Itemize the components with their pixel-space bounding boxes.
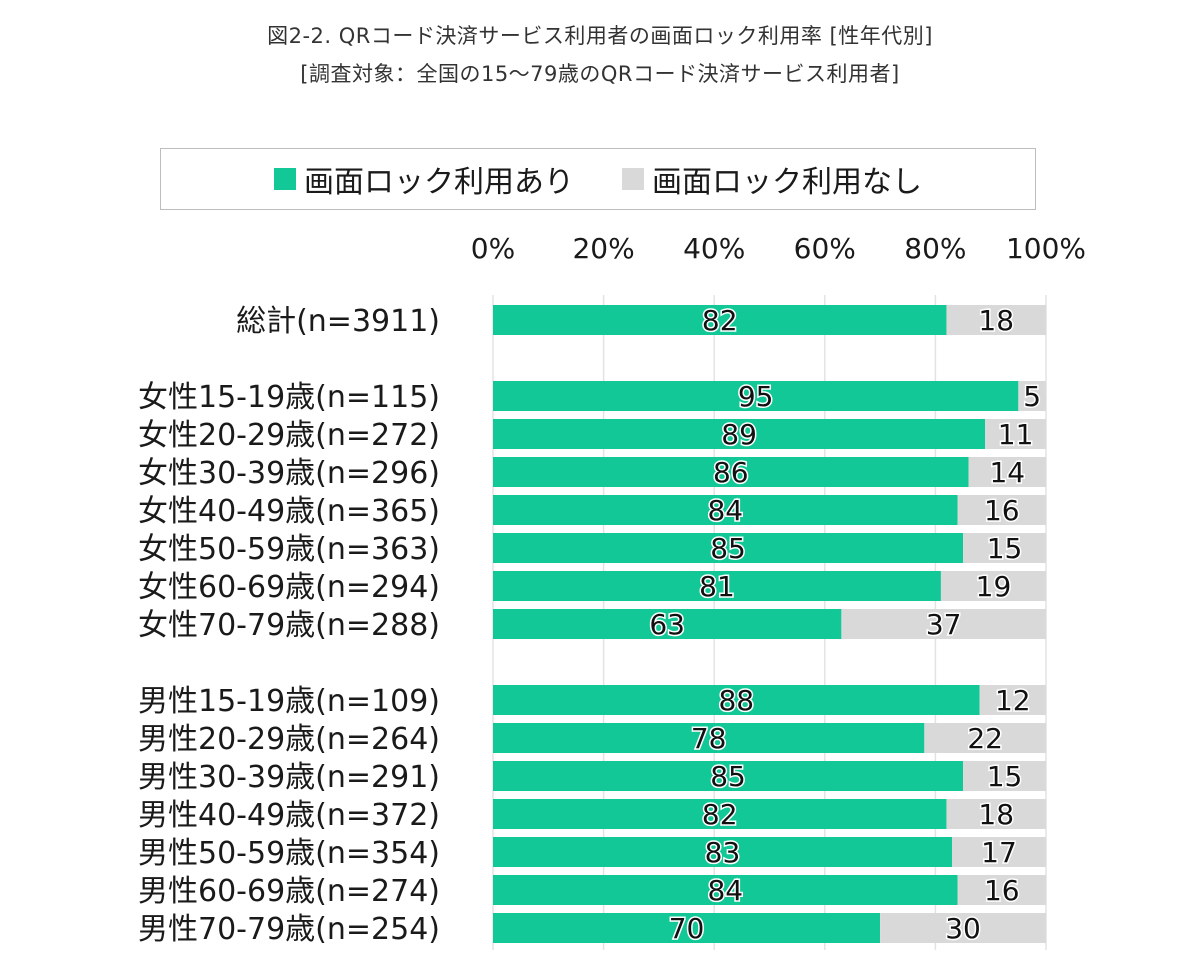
legend-item-lock-used: 画面ロック利用あり bbox=[274, 157, 574, 201]
bar-lock-not-used bbox=[963, 533, 1046, 563]
category-label: 男性50-59歳(n=354) bbox=[138, 836, 440, 871]
category-label: 女性30-39歳(n=296) bbox=[138, 456, 440, 491]
x-tick-label: 20% bbox=[572, 232, 634, 265]
bar-lock-not-used bbox=[963, 761, 1046, 791]
bar-lock-used bbox=[493, 799, 947, 829]
data-label-lock-not-used: 18 bbox=[978, 304, 1014, 337]
bar-lock-not-used bbox=[924, 723, 1046, 753]
bar-lock-used bbox=[493, 495, 958, 525]
bar-lock-not-used bbox=[940, 571, 1046, 601]
data-label-lock-not-used: 14 bbox=[989, 456, 1025, 489]
legend-item-lock-not-used: 画面ロック利用なし bbox=[622, 157, 922, 201]
category-label: 男性60-69歳(n=274) bbox=[138, 874, 440, 909]
bar-lock-not-used bbox=[880, 913, 1046, 943]
data-label-lock-not-used: 17 bbox=[981, 836, 1017, 869]
bar-lock-used bbox=[493, 685, 980, 715]
data-label-lock-used: 83 bbox=[705, 836, 741, 869]
data-label-lock-used: 82 bbox=[702, 304, 738, 337]
x-tick-label: 80% bbox=[904, 232, 966, 265]
x-tick-label: 40% bbox=[683, 232, 745, 265]
x-tick-label: 100% bbox=[1006, 232, 1086, 265]
bar-lock-used bbox=[493, 457, 969, 487]
category-label: 女性20-29歳(n=272) bbox=[138, 418, 440, 453]
bar-lock-used bbox=[493, 875, 958, 905]
data-label-lock-not-used: 15 bbox=[987, 532, 1023, 565]
bar-lock-not-used bbox=[985, 419, 1046, 449]
category-label: 男性70-79歳(n=254) bbox=[138, 912, 440, 947]
x-tick-label: 0% bbox=[471, 232, 515, 265]
data-label-lock-not-used: 19 bbox=[976, 570, 1012, 603]
data-label-lock-used: 63 bbox=[649, 608, 685, 641]
chart-subtitle: [調査対象：全国の15～79歳のQRコード決済サービス利用者] bbox=[300, 62, 900, 86]
bar-lock-not-used bbox=[841, 609, 1046, 639]
bar-lock-not-used bbox=[946, 305, 1046, 335]
bar-lock-used bbox=[493, 419, 986, 449]
category-label: 女性70-79歳(n=288) bbox=[138, 608, 440, 643]
category-label: 総計(n=3911) bbox=[236, 304, 440, 339]
data-label-lock-used: 82 bbox=[702, 798, 738, 831]
legend-swatch-lock-not-used bbox=[622, 168, 644, 190]
data-label-lock-not-used: 16 bbox=[984, 874, 1020, 907]
bar-lock-used bbox=[493, 723, 925, 753]
category-label: 男性40-49歳(n=372) bbox=[138, 798, 440, 833]
data-label-lock-used: 78 bbox=[691, 722, 727, 755]
category-label: 男性20-29歳(n=264) bbox=[138, 722, 440, 757]
data-label-lock-not-used: 16 bbox=[984, 494, 1020, 527]
data-label-lock-used: 84 bbox=[707, 874, 743, 907]
category-label: 女性60-69歳(n=294) bbox=[138, 570, 440, 605]
category-label: 女性15-19歳(n=115) bbox=[138, 380, 440, 415]
bar-lock-not-used bbox=[968, 457, 1046, 487]
data-label-lock-not-used: 18 bbox=[978, 798, 1014, 831]
bar-lock-not-used bbox=[957, 875, 1046, 905]
bar-lock-used bbox=[493, 305, 947, 335]
category-label: 男性30-39歳(n=291) bbox=[138, 760, 440, 795]
data-label-lock-used: 85 bbox=[710, 532, 746, 565]
data-label-lock-used: 88 bbox=[718, 684, 754, 717]
chart-title: 図2-2. QRコード決済サービス利用者の画面ロック利用率 [性年代別] bbox=[267, 24, 933, 48]
data-label-lock-not-used: 12 bbox=[995, 684, 1031, 717]
bar-lock-used bbox=[493, 913, 881, 943]
data-label-lock-used: 70 bbox=[669, 912, 705, 945]
data-label-lock-used: 84 bbox=[707, 494, 743, 527]
category-label: 女性50-59歳(n=363) bbox=[138, 532, 440, 567]
legend-label-lock-not-used: 画面ロック利用なし bbox=[652, 165, 922, 200]
data-label-lock-not-used: 15 bbox=[987, 760, 1023, 793]
data-label-lock-used: 89 bbox=[721, 418, 757, 451]
data-label-lock-used: 95 bbox=[738, 380, 774, 413]
bar-lock-used bbox=[493, 609, 842, 639]
bar-lock-used bbox=[493, 533, 964, 563]
bar-lock-not-used bbox=[957, 495, 1046, 525]
x-tick-label: 60% bbox=[794, 232, 856, 265]
data-label-lock-not-used: 5 bbox=[1023, 380, 1041, 413]
bar-lock-not-used bbox=[951, 837, 1046, 867]
bar-lock-used bbox=[493, 761, 964, 791]
data-label-lock-not-used: 30 bbox=[945, 912, 981, 945]
bar-lock-not-used bbox=[979, 685, 1046, 715]
data-label-lock-used: 85 bbox=[710, 760, 746, 793]
data-label-lock-not-used: 37 bbox=[926, 608, 962, 641]
bar-lock-used bbox=[493, 571, 941, 601]
legend-label-lock-used: 画面ロック利用あり bbox=[304, 165, 574, 200]
category-label: 女性40-49歳(n=365) bbox=[138, 494, 440, 529]
data-label-lock-used: 86 bbox=[713, 456, 749, 489]
data-label-lock-used: 81 bbox=[699, 570, 735, 603]
bar-lock-not-used bbox=[946, 799, 1046, 829]
legend-swatch-lock-used bbox=[274, 168, 296, 190]
bar-lock-not-used bbox=[1018, 381, 1046, 411]
bar-lock-used bbox=[493, 381, 1019, 411]
data-label-lock-not-used: 11 bbox=[998, 418, 1034, 451]
data-label-lock-not-used: 22 bbox=[967, 722, 1003, 755]
chart-legend: 画面ロック利用あり 画面ロック利用なし bbox=[160, 148, 1036, 210]
bar-lock-used bbox=[493, 837, 952, 867]
category-label: 男性15-19歳(n=109) bbox=[138, 684, 440, 719]
